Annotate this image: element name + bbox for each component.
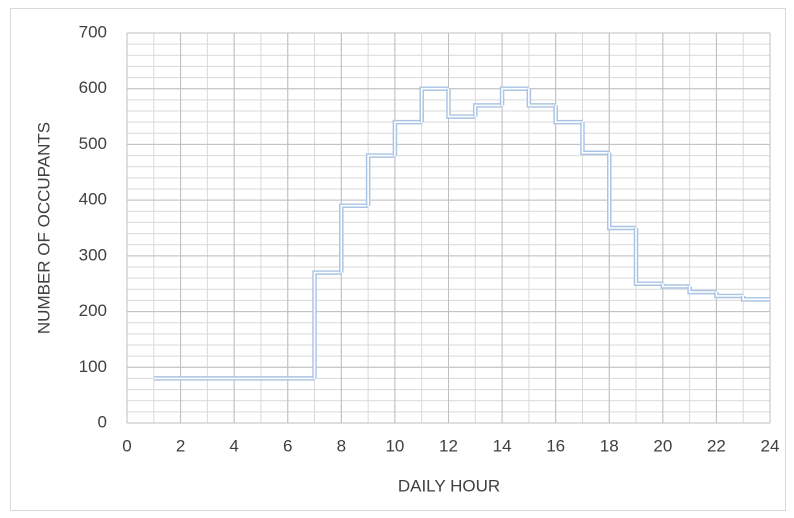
- step-segment-inner: [501, 87, 529, 106]
- step-segment-inner: [581, 122, 610, 154]
- step-segment-inner: [340, 204, 369, 273]
- step-segment-inner: [447, 88, 476, 118]
- x-tick-label: 0: [122, 436, 131, 455]
- y-tick-label: 600: [79, 78, 107, 97]
- step-segment-inner: [662, 283, 690, 288]
- step-segment-inner: [394, 121, 422, 156]
- y-tick-label: 700: [79, 22, 107, 41]
- chart-border: [10, 8, 786, 511]
- x-axis-title: DAILY HOUR: [398, 476, 500, 495]
- x-tick-label: 2: [176, 436, 185, 455]
- x-tick-label: 10: [385, 436, 404, 455]
- x-tick-label: 20: [653, 436, 672, 455]
- y-tick-label: 300: [79, 245, 107, 264]
- y-tick-label: 100: [79, 357, 107, 376]
- step-segment-inner: [474, 104, 503, 117]
- x-tick-label: 6: [283, 436, 292, 455]
- y-tick-label: 200: [79, 301, 107, 320]
- x-tick-label: 12: [439, 436, 458, 455]
- y-tick-label: 400: [79, 190, 107, 209]
- x-tick-label: 16: [546, 436, 565, 455]
- step-segment-inner: [742, 295, 770, 301]
- step-segment-inner: [635, 228, 663, 285]
- step-segment-inner: [367, 154, 395, 206]
- x-tick-label: 4: [229, 436, 238, 455]
- y-tick-label: 500: [79, 134, 107, 153]
- y-axis-title: NUMBER OF OCCUPANTS: [34, 122, 53, 334]
- step-segment-inner: [554, 105, 583, 123]
- step-segment-inner: [608, 152, 637, 229]
- step-segment-inner: [420, 87, 449, 123]
- step-segment-inner: [688, 286, 717, 293]
- x-tick-label: 22: [707, 436, 726, 455]
- step-segment-inner: [715, 292, 744, 297]
- step-segment-inner: [313, 271, 342, 379]
- y-tick-label: 0: [98, 412, 107, 431]
- x-tick-label: 24: [761, 436, 780, 455]
- step-segment-inner: [528, 88, 556, 107]
- x-tick-label: 18: [600, 436, 619, 455]
- x-tick-label: 8: [337, 436, 346, 455]
- x-tick-label: 14: [493, 436, 512, 455]
